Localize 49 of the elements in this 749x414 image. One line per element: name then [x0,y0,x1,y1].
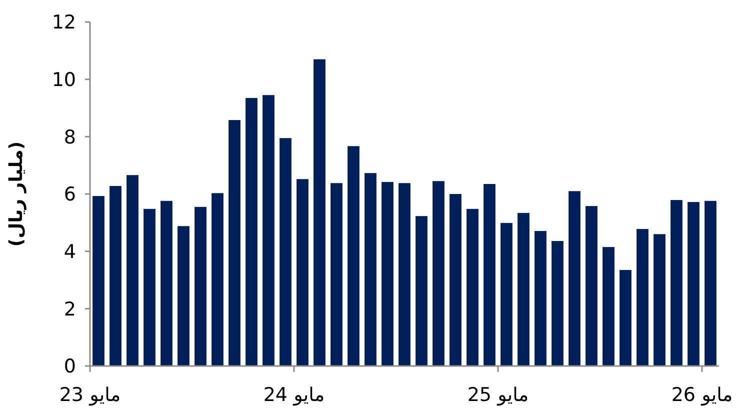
bar [280,138,292,366]
y-tick-label: 10 [52,68,76,91]
x-tick-label: مايو 23 [59,384,121,406]
bar [534,230,546,366]
bar [466,208,478,366]
bar [92,196,104,366]
bar [348,146,360,366]
y-tick-label: 12 [52,12,76,34]
bar [636,228,648,366]
bar [620,270,632,366]
y-axis-title: (مليار ريال) [6,141,27,247]
bar [246,98,258,366]
bar [518,212,530,366]
y-tick-label: 8 [64,126,76,148]
bar [160,200,172,366]
bar [416,216,428,366]
bar [500,222,512,366]
x-tick-label: مايو 24 [263,384,325,406]
bar [688,202,700,366]
bar [314,59,326,366]
bar [110,186,122,366]
bar [484,184,496,366]
bar [552,241,564,366]
bar [296,179,308,366]
bar [126,175,138,366]
bar [228,120,240,366]
bar [144,208,156,366]
bar [432,181,444,366]
bar [704,200,716,366]
bar [568,191,580,366]
bar [450,194,462,366]
y-tick-label: 2 [64,298,76,320]
y-tick-label: 6 [64,184,76,206]
bar [670,200,682,366]
y-tick-label: 0 [64,356,76,378]
x-tick-label: مايو 26 [671,384,733,406]
y-tick-label: 4 [64,240,76,263]
bar [262,95,274,366]
bar [212,193,224,366]
x-tick-label: مايو 25 [467,384,529,406]
bar [330,183,342,366]
bar [602,247,614,366]
bar [382,182,394,366]
bar [194,206,206,366]
bar [364,173,376,366]
bar [398,183,410,366]
bar [178,226,190,366]
bar [654,234,666,366]
bar [586,206,598,366]
